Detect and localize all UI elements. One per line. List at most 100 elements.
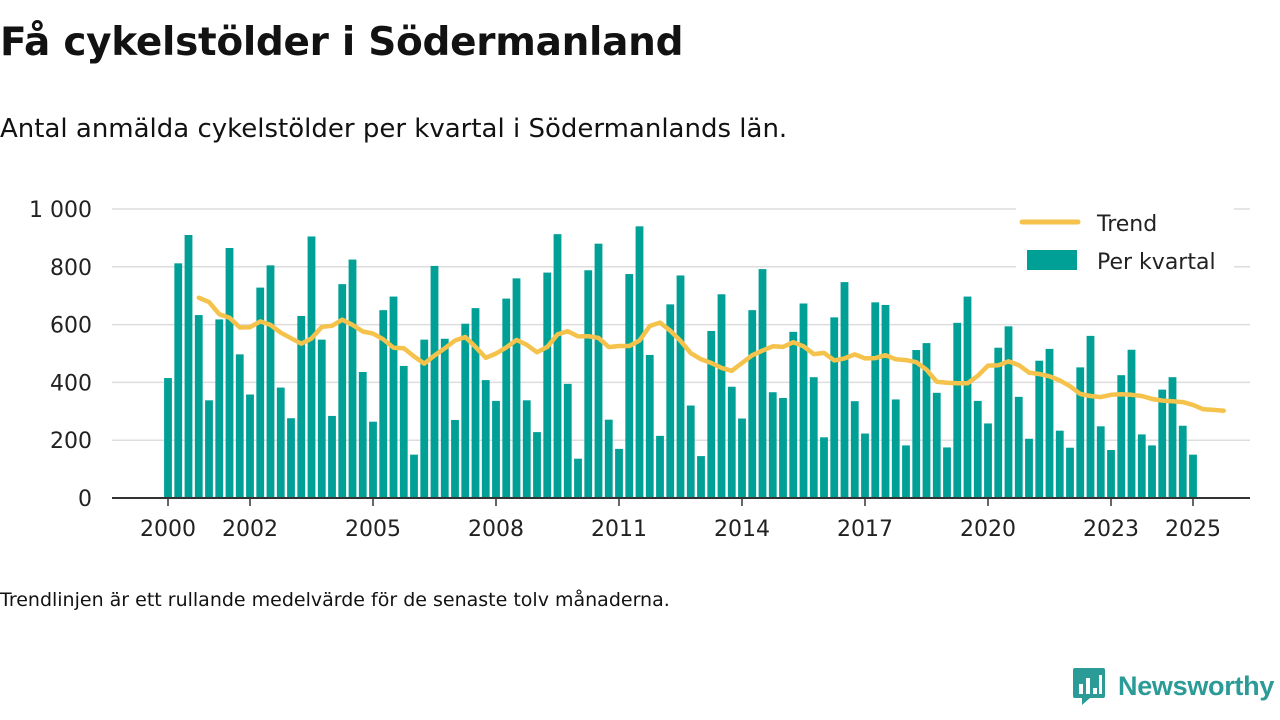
bar bbox=[430, 265, 439, 498]
newsworthy-logo-icon bbox=[1073, 668, 1105, 705]
bar bbox=[481, 380, 490, 498]
bar bbox=[840, 282, 849, 498]
bar bbox=[543, 272, 552, 498]
newsworthy-logo-text: Newsworthy bbox=[1118, 670, 1275, 701]
bar bbox=[707, 330, 716, 498]
legend-trend-label: Trend bbox=[1096, 212, 1157, 237]
bar bbox=[205, 400, 213, 498]
x-tick-label: 2017 bbox=[837, 517, 893, 542]
bar bbox=[256, 287, 265, 498]
bar bbox=[1035, 360, 1044, 498]
x-tick-label: 2020 bbox=[960, 517, 1016, 542]
bar bbox=[225, 248, 234, 498]
legend: Trend Per kvartal bbox=[1016, 205, 1234, 287]
bar bbox=[1055, 430, 1064, 498]
y-tick-label: 800 bbox=[50, 256, 92, 281]
bar bbox=[615, 448, 623, 498]
bar bbox=[533, 432, 541, 498]
bar bbox=[420, 339, 429, 498]
bar bbox=[389, 296, 398, 498]
x-tick-label: 2005 bbox=[345, 517, 401, 542]
bar bbox=[717, 294, 726, 498]
bar bbox=[502, 298, 511, 498]
bar bbox=[184, 235, 193, 498]
bar bbox=[850, 401, 859, 498]
bar bbox=[1086, 335, 1095, 498]
bar bbox=[779, 398, 787, 498]
x-tick-label: 2025 bbox=[1165, 517, 1221, 542]
bar bbox=[1096, 426, 1105, 498]
bar bbox=[1117, 375, 1126, 498]
x-tick-label: 2023 bbox=[1083, 517, 1139, 542]
bar bbox=[1168, 377, 1177, 498]
bar bbox=[1025, 438, 1033, 498]
bar bbox=[1158, 389, 1167, 498]
bar bbox=[922, 343, 931, 498]
bar bbox=[666, 304, 675, 498]
x-tick-label: 2002 bbox=[222, 517, 278, 542]
bar bbox=[492, 400, 500, 498]
bar bbox=[317, 339, 326, 498]
bar bbox=[1148, 445, 1156, 498]
y-tick-label: 1 000 bbox=[29, 198, 92, 223]
bar bbox=[522, 400, 531, 498]
bar bbox=[358, 371, 367, 498]
bar bbox=[932, 392, 941, 498]
bar bbox=[553, 234, 562, 498]
bar bbox=[994, 347, 1003, 498]
y-tick-label: 400 bbox=[50, 371, 92, 396]
bar bbox=[440, 338, 449, 498]
bar bbox=[984, 423, 992, 498]
legend-bars-swatch bbox=[1027, 250, 1077, 270]
bar bbox=[809, 377, 818, 498]
bar bbox=[471, 308, 480, 498]
bar bbox=[656, 435, 664, 498]
x-tick-label: 2011 bbox=[591, 517, 647, 542]
bar bbox=[348, 259, 357, 498]
bar bbox=[963, 296, 972, 498]
bar bbox=[1127, 349, 1136, 498]
bar bbox=[164, 378, 172, 498]
bar bbox=[574, 458, 582, 498]
bar bbox=[1004, 326, 1013, 498]
bar bbox=[379, 310, 388, 498]
bar bbox=[594, 243, 603, 498]
footnote: Trendlinjen är ett rullande medelvärde f… bbox=[0, 589, 670, 611]
bar bbox=[676, 275, 685, 498]
bar bbox=[410, 454, 418, 498]
bar bbox=[973, 400, 982, 498]
bar bbox=[758, 269, 767, 498]
bar bbox=[512, 278, 521, 498]
x-axis: 2000 2002 2005 2008 2011 2014 2017 2020 2023 2025 bbox=[112, 497, 1250, 542]
bar bbox=[943, 447, 951, 498]
bar bbox=[912, 350, 921, 498]
bar-series bbox=[164, 226, 1197, 498]
bar bbox=[1066, 447, 1074, 498]
bar bbox=[789, 331, 798, 498]
newsworthy-logo: Newsworthy bbox=[1072, 666, 1274, 706]
bar bbox=[584, 270, 593, 498]
bar bbox=[328, 415, 336, 498]
bar bbox=[748, 310, 757, 498]
bar bbox=[174, 263, 183, 498]
bar bbox=[891, 399, 900, 498]
bar bbox=[338, 284, 347, 498]
bar bbox=[738, 418, 746, 498]
bar bbox=[1189, 454, 1197, 498]
chart-subtitle: Antal anmälda cykelstölder per kvartal i… bbox=[0, 114, 788, 144]
bar bbox=[246, 394, 254, 498]
bar bbox=[604, 419, 613, 498]
trend-series bbox=[196, 295, 1227, 413]
bar bbox=[287, 418, 295, 498]
bar bbox=[194, 315, 203, 498]
legend-background bbox=[1016, 205, 1234, 287]
y-tick-label: 200 bbox=[50, 429, 92, 454]
bar bbox=[1107, 450, 1115, 498]
bar bbox=[1178, 425, 1187, 498]
bar bbox=[235, 354, 244, 498]
bar bbox=[953, 322, 962, 498]
bar bbox=[881, 304, 890, 498]
x-tick-label: 2014 bbox=[714, 517, 770, 542]
x-tick-label: 2008 bbox=[468, 517, 524, 542]
